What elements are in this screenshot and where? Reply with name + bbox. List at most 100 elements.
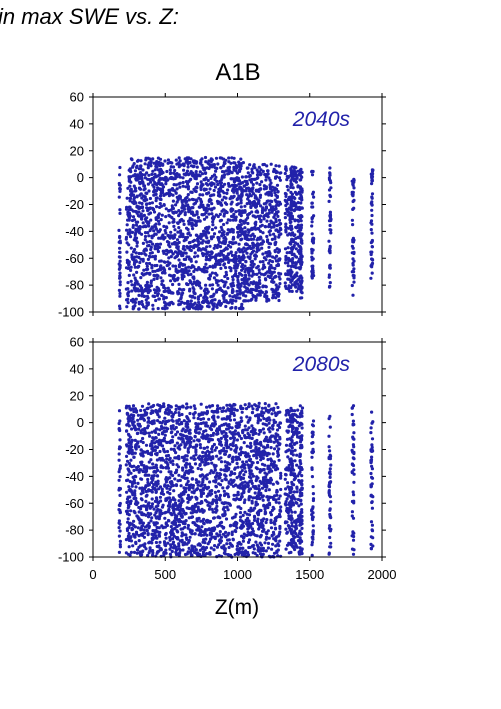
data-point [185, 282, 189, 287]
data-point [213, 490, 217, 494]
data-point [168, 273, 172, 277]
data-point [185, 506, 189, 510]
data-point [163, 516, 167, 520]
data-point [118, 239, 122, 243]
data-point [196, 236, 201, 240]
data-point [133, 255, 137, 259]
data-point [229, 306, 233, 310]
data-point [232, 256, 237, 260]
data-point [140, 550, 144, 554]
data-point [256, 214, 260, 218]
data-point [148, 211, 153, 215]
data-point [184, 424, 188, 428]
data-point [201, 193, 205, 197]
data-point [289, 268, 293, 272]
data-point [124, 266, 129, 270]
data-point [218, 406, 222, 410]
data-point [158, 409, 162, 413]
data-point [174, 451, 178, 455]
data-point [161, 492, 166, 496]
data-point [118, 508, 122, 513]
data-point [298, 170, 303, 175]
data-point [171, 462, 175, 466]
data-point [169, 165, 173, 169]
data-point [131, 404, 136, 408]
data-point [189, 211, 194, 215]
data-point [269, 219, 273, 223]
data-point [152, 210, 157, 214]
data-point [239, 209, 243, 213]
data-point [148, 546, 152, 550]
data-point [171, 199, 175, 203]
data-point [193, 175, 197, 179]
data-point [210, 216, 215, 220]
data-point [250, 189, 254, 193]
data-point [165, 486, 169, 490]
data-point [138, 260, 142, 265]
data-point [178, 185, 182, 189]
data-point [246, 255, 250, 259]
data-point [202, 208, 206, 212]
data-point [177, 265, 181, 269]
data-point [141, 436, 145, 441]
data-point [131, 223, 135, 227]
data-point [264, 205, 268, 209]
data-point [124, 538, 128, 542]
data-point [352, 206, 356, 210]
data-point [225, 247, 229, 251]
data-point [168, 192, 172, 196]
data-point [162, 284, 166, 288]
data-point [166, 161, 170, 165]
data-point [185, 245, 189, 249]
data-point [240, 278, 244, 282]
data-point [135, 551, 139, 555]
data-point [249, 268, 253, 272]
data-point [130, 190, 134, 194]
data-point [211, 456, 215, 460]
data-point [299, 237, 303, 241]
data-point [300, 291, 304, 295]
data-point [274, 171, 278, 175]
data-point [117, 228, 121, 232]
data-point [223, 161, 227, 165]
data-point [180, 300, 184, 304]
data-point [159, 464, 163, 468]
data-point [277, 164, 281, 168]
data-point [143, 234, 148, 239]
data-point [163, 484, 167, 488]
data-point [173, 477, 177, 481]
data-point [170, 161, 174, 165]
data-point [152, 470, 156, 474]
data-point [283, 247, 288, 251]
data-point [328, 284, 332, 288]
data-point [134, 228, 138, 232]
data-point [244, 407, 249, 411]
data-point [264, 192, 268, 196]
data-point [146, 302, 150, 307]
data-point [129, 539, 133, 543]
data-point [153, 445, 158, 449]
data-point [151, 157, 155, 161]
data-point [241, 536, 246, 540]
data-point [210, 212, 214, 216]
data-point [177, 258, 181, 262]
data-point [151, 485, 155, 489]
data-point [154, 175, 158, 179]
data-point [294, 180, 298, 184]
data-point [218, 427, 222, 431]
data-point [286, 213, 290, 217]
data-point [129, 408, 133, 412]
data-point [164, 176, 168, 180]
data-point [178, 269, 182, 273]
data-point [182, 222, 186, 226]
data-point [170, 480, 174, 484]
data-point [216, 404, 220, 408]
data-point [135, 244, 139, 248]
data-point [267, 245, 271, 249]
data-point [156, 247, 160, 251]
data-point [252, 272, 256, 276]
data-point [203, 446, 207, 450]
data-point [187, 469, 191, 473]
data-point [222, 212, 226, 216]
data-point [267, 176, 271, 180]
